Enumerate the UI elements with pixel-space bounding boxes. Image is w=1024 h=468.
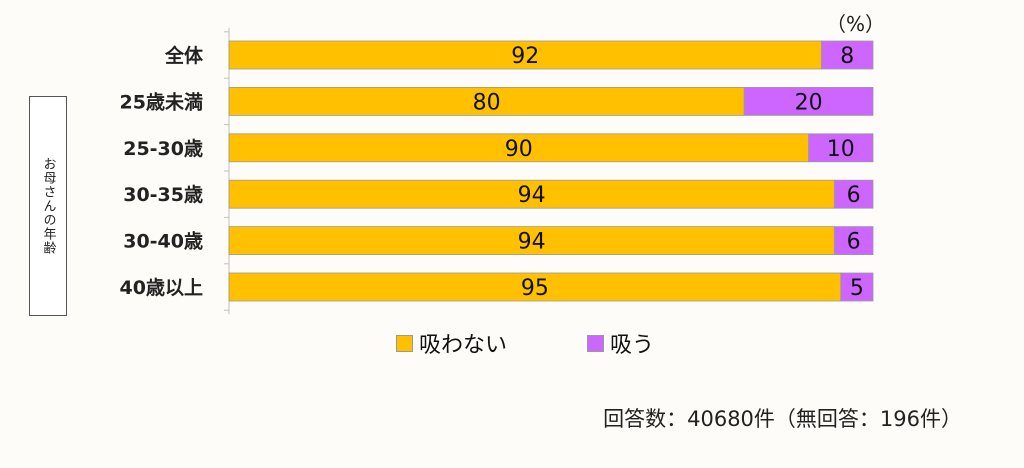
legend-item-no-smoke: 吸わない (396, 327, 507, 359)
bar-segment-no-smoke (228, 87, 745, 116)
data-label: 20 (795, 90, 823, 115)
legend-label-no-smoke: 吸わない (419, 333, 508, 358)
data-label: 94 (518, 230, 546, 255)
data-label: 6 (847, 230, 861, 255)
bar-segment-smoke (840, 272, 874, 302)
category-label: 40歳以上 (120, 277, 203, 299)
category-label: 30-40歳 (123, 231, 203, 253)
unit-label: （%） (826, 12, 886, 36)
category-label: 25歳未満 (120, 90, 203, 113)
y-axis-label-box: お母さんの年齢 (29, 96, 67, 316)
bar-segment-smoke (833, 226, 874, 256)
category-label: 25-30歳 (123, 138, 203, 160)
data-label: 92 (511, 44, 539, 69)
bar-segment-smoke (821, 40, 874, 70)
bar-segment-no-smoke (228, 133, 809, 163)
footnote: 回答数：40680件（無回答：196件） (603, 407, 962, 431)
legend-label-smoke: 吸う (610, 333, 655, 358)
data-label: 80 (473, 90, 501, 115)
category-label: 全体 (164, 44, 204, 67)
data-label: 90 (505, 137, 533, 162)
data-label: 95 (521, 276, 549, 301)
data-label: 6 (847, 183, 861, 208)
bar-segment-smoke (743, 87, 874, 116)
bar-segment-no-smoke (228, 40, 822, 70)
legend-swatch-no-smoke (396, 334, 413, 352)
legend-swatch-smoke (587, 334, 604, 352)
data-label: 5 (850, 276, 864, 301)
data-label: 94 (518, 183, 546, 208)
bar-segment-smoke (833, 179, 874, 209)
y-axis-label: お母さんの年齢 (40, 157, 56, 255)
data-label: 8 (840, 44, 854, 69)
bar-segment-no-smoke (228, 179, 835, 209)
bar-segment-no-smoke (228, 272, 842, 302)
bar-segment-no-smoke (228, 226, 835, 256)
legend-item-smoke: 吸う (587, 327, 654, 359)
category-label: 30-35歳 (123, 184, 203, 206)
data-label: 10 (827, 137, 855, 162)
bar-segment-smoke (808, 133, 874, 163)
